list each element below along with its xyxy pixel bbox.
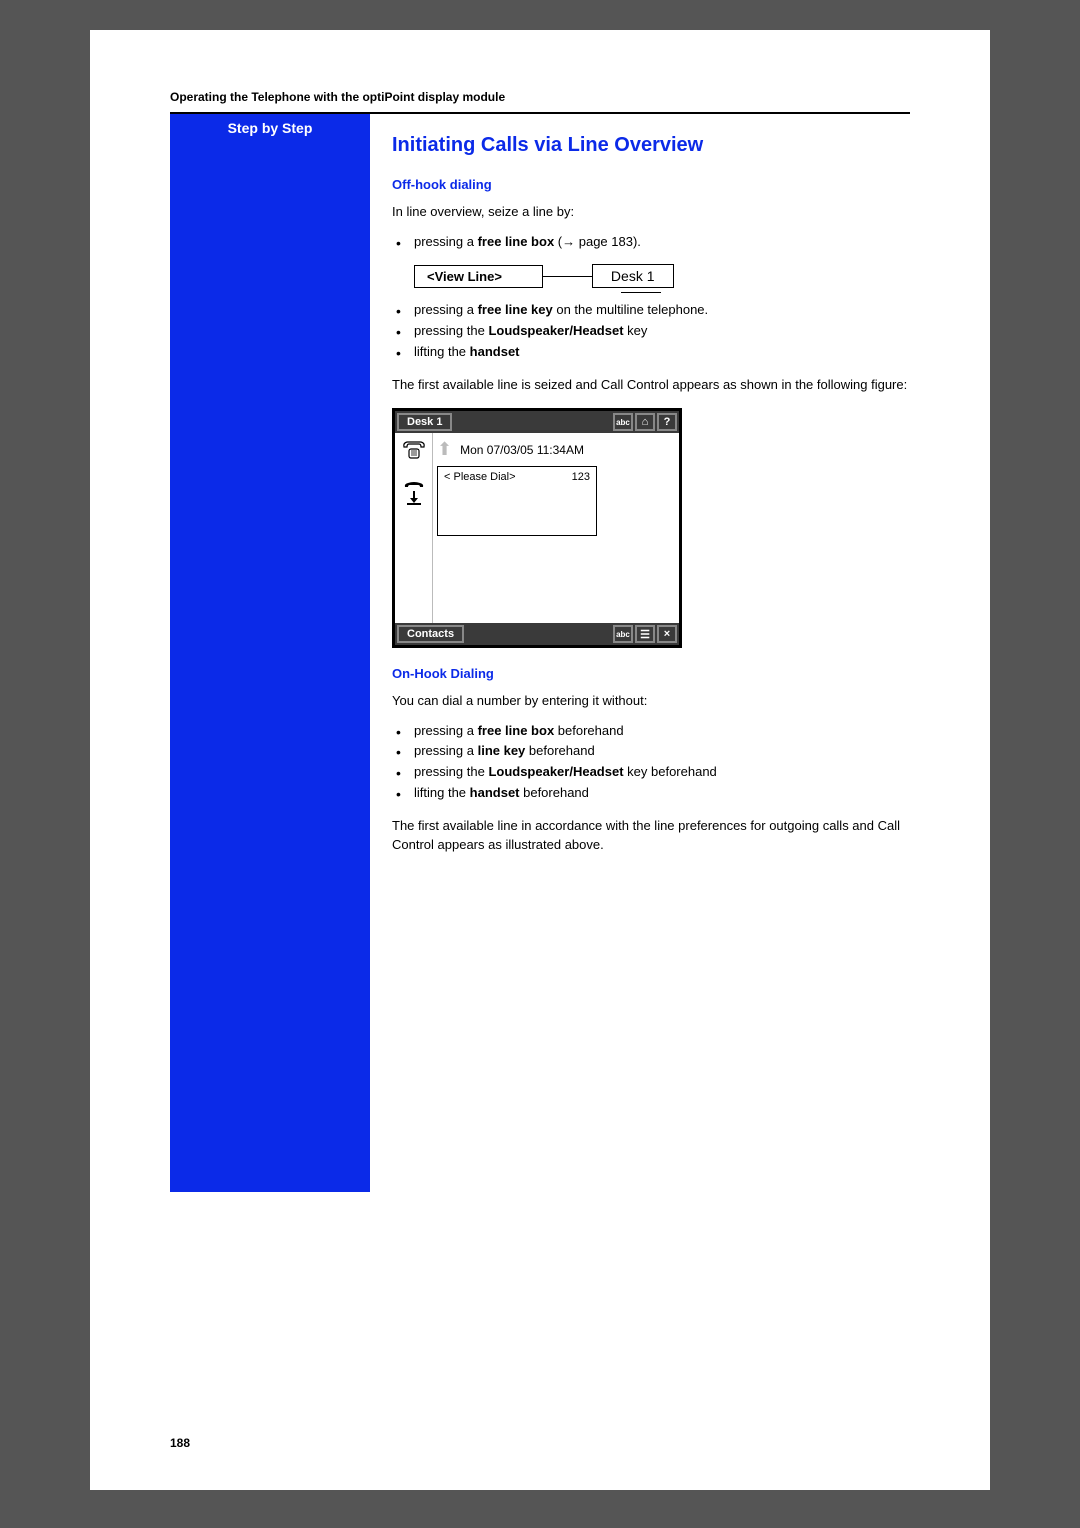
bold-text: free line key [478, 302, 553, 317]
sidebar-fill [170, 142, 370, 1192]
offhook-intro: In line overview, seize a line by: [392, 202, 910, 222]
bold-text: Loudspeaker/Headset [488, 323, 623, 338]
display-left-column [395, 433, 433, 623]
onhook-para: The first available line in accordance w… [392, 816, 910, 855]
offhook-list-2: pressing a free line key on the multilin… [392, 300, 910, 362]
home-icon: ⌂ [635, 413, 655, 431]
text: pressing the [414, 323, 488, 338]
list-icon: ☰ [635, 625, 655, 643]
handset-down-icon [401, 481, 427, 507]
offhook-list-1: pressing a free line box (→ page 183). [392, 232, 910, 253]
onhook-intro: You can dial a number by entering it wit… [392, 691, 910, 711]
desk-box: Desk 1 [592, 264, 674, 288]
text: lifting the [414, 344, 470, 359]
list-item: pressing the Loudspeaker/Headset key [414, 321, 910, 342]
list-item: pressing a line key beforehand [414, 741, 910, 762]
text: pressing a [414, 743, 478, 758]
text: beforehand [525, 743, 594, 758]
display-row-1: ⬆ Mon 07/03/05 11:34AM [437, 439, 675, 460]
dial-box: < Please Dial> 123 [437, 466, 597, 536]
manual-page: Operating the Telephone with the optiPoi… [90, 30, 990, 1490]
text: beforehand [554, 723, 623, 738]
list-item: lifting the handset beforehand [414, 783, 910, 804]
bold-text: handset [470, 344, 520, 359]
list-item: pressing a free line box (→ page 183). [414, 232, 910, 253]
onhook-heading: On-Hook Dialing [392, 666, 910, 681]
text: beforehand [520, 785, 589, 800]
desk-tab: Desk 1 [397, 413, 452, 431]
icon-label: abc [616, 630, 630, 639]
dial-prompt: < Please Dial> [444, 471, 516, 483]
bottom-icons: abc ☰ × [613, 625, 677, 643]
bold-text: line key [478, 743, 526, 758]
text: lifting the [414, 785, 470, 800]
text: pressing a [414, 723, 478, 738]
display-module-figure: Desk 1 abc ⌂ ? [392, 408, 682, 648]
text: pressing a [414, 302, 478, 317]
display-body: ⬆ Mon 07/03/05 11:34AM < Please Dial> 12… [395, 433, 679, 623]
text: on the multiline telephone. [553, 302, 708, 317]
close-icon: × [657, 625, 677, 643]
contacts-tab: Contacts [397, 625, 464, 643]
abc-icon: abc [613, 625, 633, 643]
timestamp: Mon 07/03/05 11:34AM [460, 443, 584, 457]
section-title: Initiating Calls via Line Overview [392, 134, 910, 157]
page-header: Operating the Telephone with the optiPoi… [170, 90, 910, 114]
list-item: pressing the Loudspeaker/Headset key bef… [414, 762, 910, 783]
content-wrapper: Step by Step Initiating Calls via Line O… [170, 114, 910, 1192]
bold-text: handset [470, 785, 520, 800]
step-sidebar: Step by Step [170, 114, 370, 1192]
list-item: pressing a free line key on the multilin… [414, 300, 910, 321]
text: key [624, 323, 648, 338]
sidebar-title: Step by Step [170, 114, 370, 142]
dial-mode: 123 [572, 471, 590, 483]
abc-icon: abc [613, 413, 633, 431]
offhook-heading: Off-hook dialing [392, 177, 910, 192]
top-icons: abc ⌂ ? [613, 413, 677, 431]
display-top-bar: Desk 1 abc ⌂ ? [395, 411, 679, 433]
icon-label: abc [616, 418, 630, 427]
bold-text: free line box [478, 723, 555, 738]
onhook-list: pressing a free line box beforehand pres… [392, 721, 910, 804]
text: page 183). [575, 234, 641, 249]
display-main: ⬆ Mon 07/03/05 11:34AM < Please Dial> 12… [433, 433, 679, 623]
list-item: lifting the handset [414, 342, 910, 363]
main-content: Initiating Calls via Line Overview Off-h… [370, 114, 910, 1192]
view-line-diagram: <View Line> Desk 1 [414, 264, 910, 288]
text: key beforehand [624, 764, 717, 779]
list-item: pressing a free line box beforehand [414, 721, 910, 742]
bold-text: Loudspeaker/Headset [488, 764, 623, 779]
display-bottom-bar: Contacts abc ☰ × [395, 623, 679, 645]
arrow-icon: → [562, 234, 575, 249]
view-line-box: <View Line> [414, 265, 543, 288]
text: pressing a [414, 234, 478, 249]
up-arrow-icon: ⬆ [437, 439, 452, 460]
bold-text: free line box [478, 234, 555, 249]
page-number: 188 [170, 1436, 190, 1450]
help-icon: ? [657, 413, 677, 431]
offhook-para: The first available line is seized and C… [392, 375, 910, 395]
text: pressing the [414, 764, 488, 779]
text: ( [554, 234, 562, 249]
connector-line [543, 276, 593, 288]
telephone-icon [401, 439, 427, 461]
